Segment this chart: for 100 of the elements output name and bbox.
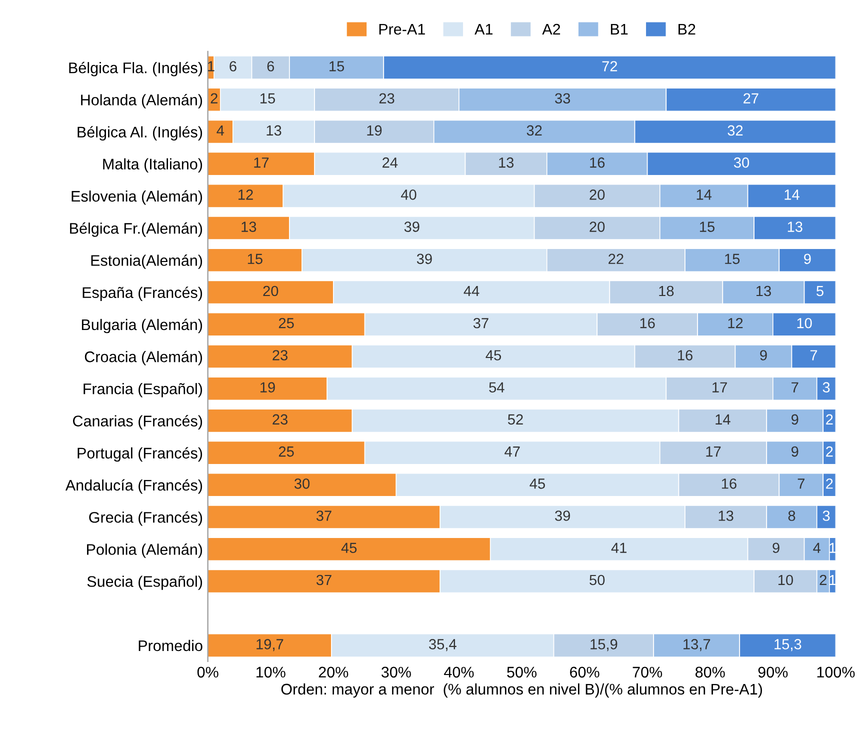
y-tick-label: Canarias (Francés) bbox=[73, 415, 202, 430]
y-tick-label: Estonia(Alemán) bbox=[91, 254, 202, 269]
data-label: 35,4 bbox=[429, 639, 456, 652]
data-label: 3 bbox=[822, 382, 830, 392]
data-label: 13 bbox=[788, 222, 802, 232]
data-label: 2 bbox=[826, 414, 833, 424]
data-label: 3 bbox=[822, 510, 830, 521]
legend-label: A1 bbox=[474, 24, 492, 35]
data-label: 17 bbox=[706, 446, 721, 457]
data-label: 15,3 bbox=[774, 639, 802, 652]
data-label: 45 bbox=[486, 350, 502, 360]
x-tick-label: 70% bbox=[632, 666, 662, 678]
data-label: 20 bbox=[590, 222, 605, 232]
legend-label: Pre-A1 bbox=[379, 24, 425, 35]
data-label: 9 bbox=[772, 542, 780, 554]
data-label: 2 bbox=[826, 478, 833, 489]
data-label: 6 bbox=[230, 61, 236, 72]
data-label: 72 bbox=[602, 61, 618, 72]
data-label: 12 bbox=[238, 190, 253, 200]
data-label: 9 bbox=[792, 414, 798, 425]
data-label: 24 bbox=[382, 157, 398, 168]
data-label: 9 bbox=[804, 254, 811, 264]
x-tick-label: 100% bbox=[817, 666, 855, 678]
x-tick-label: 0% bbox=[197, 666, 218, 678]
x-tick-label: 80% bbox=[695, 666, 725, 678]
data-label: 37 bbox=[473, 318, 488, 328]
data-label: 10 bbox=[778, 574, 794, 586]
data-label: 16 bbox=[590, 157, 605, 168]
data-label: 45 bbox=[530, 478, 545, 489]
data-label: 9 bbox=[792, 446, 798, 457]
data-label: 54 bbox=[489, 382, 504, 392]
data-label: 30 bbox=[734, 157, 750, 168]
legend-label: B2 bbox=[678, 24, 696, 35]
data-label: 13 bbox=[499, 157, 514, 168]
data-label: 20 bbox=[263, 286, 278, 296]
y-tick-label: Bélgica Fla. (Inglés) bbox=[69, 62, 202, 76]
y-tick-label: Bulgaria (Alemán) bbox=[82, 318, 202, 334]
data-label: 13 bbox=[266, 125, 282, 136]
data-label: 19 bbox=[367, 125, 382, 136]
data-label: 10 bbox=[797, 318, 812, 328]
data-label: 9 bbox=[760, 350, 767, 360]
data-label: 13 bbox=[718, 510, 734, 521]
data-label: 13,7 bbox=[684, 639, 710, 652]
y-tick-label: Suecia (Español) bbox=[87, 576, 202, 590]
data-label: 15,9 bbox=[590, 639, 618, 652]
data-label: 23 bbox=[272, 414, 288, 425]
data-label: 7 bbox=[810, 350, 818, 360]
data-label: 13 bbox=[756, 286, 771, 296]
y-tick-label: Croacia (Alemán) bbox=[84, 350, 202, 366]
data-label: 16 bbox=[678, 350, 692, 360]
y-tick-label: Bélgica Fr.(Alemán) bbox=[70, 222, 202, 237]
data-label: 25 bbox=[278, 318, 294, 328]
data-label: 52 bbox=[508, 414, 523, 425]
data-label: 32 bbox=[728, 125, 743, 136]
data-label: 8 bbox=[788, 510, 796, 521]
data-label: 39 bbox=[416, 254, 432, 264]
y-tick-label: Andalucía (Francés) bbox=[65, 479, 202, 494]
y-tick-label: Promedio bbox=[138, 640, 202, 652]
data-label: 40 bbox=[400, 190, 416, 200]
data-label: 39 bbox=[404, 222, 420, 232]
data-label: 13 bbox=[242, 222, 256, 232]
data-label: 18 bbox=[659, 286, 674, 296]
x-tick-label: 60% bbox=[570, 666, 600, 678]
y-tick-label: Eslovenia (Alemán) bbox=[72, 190, 202, 205]
data-label: 44 bbox=[464, 286, 480, 296]
y-tick-label: Malta (Italiano) bbox=[103, 158, 202, 173]
data-label: 50 bbox=[590, 574, 605, 586]
data-label: 12 bbox=[728, 318, 743, 328]
data-label: 15 bbox=[260, 93, 275, 104]
y-tick-label: España (Francés) bbox=[82, 286, 202, 302]
data-label: 33 bbox=[555, 93, 570, 104]
data-label: 32 bbox=[526, 125, 542, 136]
x-tick-label: 50% bbox=[507, 666, 537, 678]
data-label: 17 bbox=[254, 158, 269, 168]
x-tick-label: 90% bbox=[758, 666, 788, 678]
data-label: 23 bbox=[272, 350, 288, 360]
y-tick-label: Portugal (Francés) bbox=[78, 447, 202, 462]
data-label: 15 bbox=[725, 254, 740, 264]
data-label: 41 bbox=[611, 542, 626, 553]
x-tick-label: 10% bbox=[256, 666, 286, 678]
data-label: 15 bbox=[248, 254, 262, 264]
data-label: 2 bbox=[820, 574, 826, 585]
data-label: 2 bbox=[210, 93, 218, 104]
data-label: 15 bbox=[700, 222, 714, 232]
data-label: 16 bbox=[640, 318, 655, 328]
data-label: 37 bbox=[316, 574, 332, 586]
x-tick-label: 40% bbox=[444, 666, 474, 678]
data-label: 2 bbox=[826, 446, 833, 457]
data-label: 7 bbox=[792, 382, 798, 392]
data-label: 7 bbox=[798, 478, 804, 489]
x-axis-title: Orden: mayor a menor (% alumnos en nivel B)/(% alumnos en Pre-A1) bbox=[281, 683, 762, 698]
y-tick-label: Grecia (Francés) bbox=[89, 511, 202, 526]
data-label: 6 bbox=[267, 61, 274, 72]
data-label: 14 bbox=[784, 190, 800, 200]
data-label: 4 bbox=[216, 125, 224, 136]
x-tick-label: 20% bbox=[318, 666, 348, 678]
data-label: 45 bbox=[341, 542, 357, 554]
data-label: 19,7 bbox=[256, 639, 284, 652]
data-label: 47 bbox=[504, 446, 520, 457]
data-label: 37 bbox=[316, 510, 332, 521]
